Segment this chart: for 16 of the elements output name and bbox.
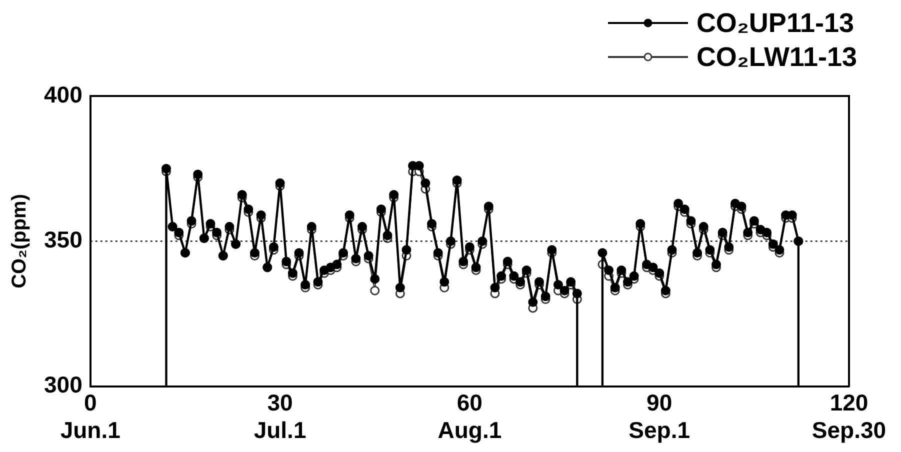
text: Sep.30: [812, 417, 886, 444]
x-tick-label: 0: [84, 390, 97, 416]
text: Sep.1: [628, 417, 690, 444]
legend-label: CO₂LW11-13: [696, 41, 857, 74]
text: Aug.1: [438, 417, 502, 444]
y-axis-title: CO₂(ppm): [8, 194, 31, 288]
text: Jul.1: [254, 417, 306, 444]
legend-label: CO₂UP11-13: [696, 7, 854, 40]
y-tick-label: 400: [44, 81, 82, 108]
x-tick-label: 120: [830, 390, 868, 416]
x-tick-label: 90: [646, 390, 672, 416]
y-tick-label: 300: [44, 372, 82, 398]
text: Jun.1: [60, 417, 121, 444]
x-tick-label: 30: [267, 390, 293, 416]
x-tick-label: 60: [456, 390, 482, 416]
y-tick-label: 350: [44, 226, 82, 253]
